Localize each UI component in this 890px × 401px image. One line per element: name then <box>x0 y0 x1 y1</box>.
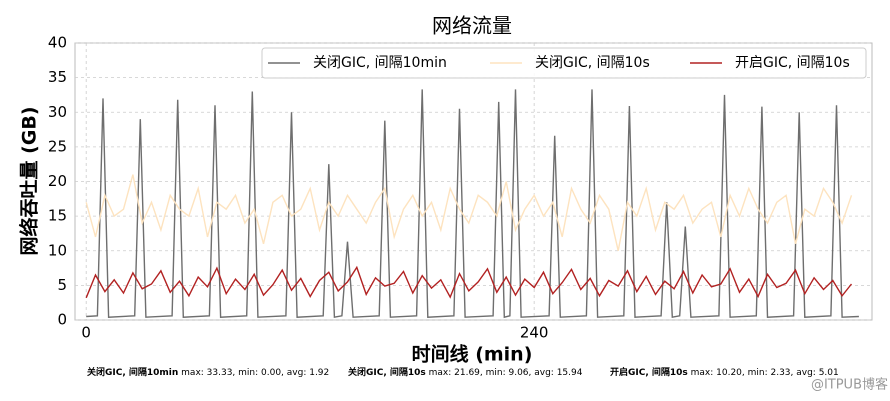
y-tick-label: 10 <box>48 241 67 259</box>
stats-text: 关闭GIC, 间隔10min max: 33.33, min: 0.00, av… <box>87 366 329 378</box>
y-axis-label: 网络吞吐量 (GB) <box>18 106 41 255</box>
stats-values: max: 33.33, min: 0.00, avg: 1.92 <box>178 368 329 378</box>
x-tick-label: 240 <box>520 324 549 342</box>
stats-values: max: 21.69, min: 9.06, avg: 15.94 <box>426 368 583 378</box>
y-tick-label: 35 <box>48 68 67 86</box>
legend-label: 关闭GIC, 间隔10s <box>535 55 650 71</box>
legend-box <box>261 47 867 79</box>
stats-label: 关闭GIC, 间隔10s <box>348 366 426 378</box>
y-tick-label: 5 <box>57 276 67 294</box>
stats-values: max: 10.20, min: 2.33, avg: 5.01 <box>688 368 839 378</box>
y-tick-label: 40 <box>48 34 67 52</box>
x-axis-label: 时间线 (min) <box>412 343 533 366</box>
x-tick-label: 0 <box>81 324 91 342</box>
data-line <box>85 265 853 299</box>
stats-text: 开启GIC, 间隔10s max: 10.20, min: 2.33, avg:… <box>610 366 839 378</box>
chart-title: 网络流量 <box>432 14 512 38</box>
y-tick-label: 30 <box>48 103 67 121</box>
y-tick-label: 20 <box>48 172 67 190</box>
y-tick-label: 25 <box>48 137 67 155</box>
y-tick-label: 15 <box>48 207 67 225</box>
data-line <box>85 174 853 251</box>
data-line <box>86 89 859 319</box>
stats-label: 关闭GIC, 间隔10min <box>87 366 178 378</box>
legend-label: 关闭GIC, 间隔10min <box>313 55 447 71</box>
y-tick-label: 0 <box>57 311 67 329</box>
stats-text: 关闭GIC, 间隔10s max: 21.69, min: 9.06, avg:… <box>348 366 583 378</box>
watermark: @ITPUB博客 <box>811 377 888 393</box>
stats-label: 开启GIC, 间隔10s <box>610 366 688 378</box>
legend-label: 开启GIC, 间隔10s <box>735 55 850 71</box>
